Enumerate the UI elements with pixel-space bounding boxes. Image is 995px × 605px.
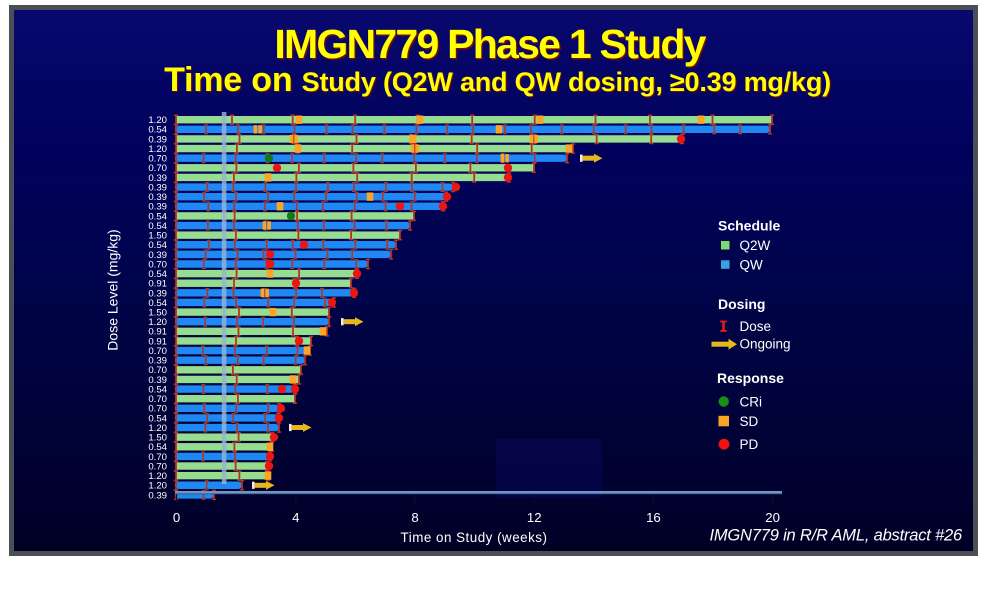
svg-text:0.70: 0.70 [148,154,167,165]
svg-text:0.39: 0.39 [148,173,167,184]
svg-text:0.39: 0.39 [148,288,167,299]
svg-text:0.54: 0.54 [148,211,167,222]
svg-text:0.91: 0.91 [148,327,167,338]
svg-text:Dosing: Dosing [718,296,765,312]
svg-text:1.20: 1.20 [148,481,167,492]
svg-text:1.50: 1.50 [148,308,167,319]
svg-text:Schedule: Schedule [718,218,780,234]
svg-text:8: 8 [411,510,418,525]
svg-text:0.39: 0.39 [148,192,167,203]
svg-text:PD: PD [740,437,759,452]
svg-text:0.54: 0.54 [148,125,167,136]
svg-text:0.54: 0.54 [148,384,167,395]
svg-text:0.39: 0.39 [148,134,167,145]
svg-text:0.70: 0.70 [148,259,167,270]
svg-text:SD: SD [740,414,759,429]
svg-text:0.70: 0.70 [148,452,167,463]
svg-text:Q2W: Q2W [740,238,771,253]
svg-text:CRi: CRi [740,395,763,410]
svg-text:0.54: 0.54 [148,413,167,424]
svg-text:0.91: 0.91 [148,336,167,347]
svg-text:0.70: 0.70 [148,461,167,472]
svg-text:1.20: 1.20 [148,115,167,126]
svg-text:0.39: 0.39 [148,202,167,213]
svg-text:0.70: 0.70 [148,346,167,357]
svg-text:0.39: 0.39 [148,356,167,367]
svg-text:Response: Response [717,370,784,386]
svg-text:0: 0 [173,510,180,525]
svg-text:16: 16 [646,510,661,525]
svg-text:QW: QW [740,257,764,272]
svg-text:0.39: 0.39 [148,490,167,501]
svg-text:1.20: 1.20 [148,471,167,482]
svg-text:0.39: 0.39 [148,182,167,193]
svg-text:Ongoing: Ongoing [740,337,791,352]
svg-text:IMGN779 in R/R AML, abstract #: IMGN779 in R/R AML, abstract #26 [709,527,963,545]
svg-text:0.54: 0.54 [148,221,167,232]
svg-text:1.20: 1.20 [148,144,167,155]
svg-text:0.70: 0.70 [148,394,167,405]
svg-text:1.20: 1.20 [148,423,167,434]
svg-text:0.39: 0.39 [148,250,167,261]
svg-text:Time on Study (weeks): Time on Study (weeks) [401,530,548,545]
svg-text:0.91: 0.91 [148,279,167,290]
svg-text:0.70: 0.70 [148,163,167,174]
svg-text:0.70: 0.70 [148,404,167,415]
svg-text:1.20: 1.20 [148,317,167,328]
svg-text:Dose: Dose [740,319,772,334]
svg-text:0.54: 0.54 [148,442,167,453]
svg-text:0.54: 0.54 [148,298,167,309]
svg-text:0.70: 0.70 [148,365,167,376]
svg-text:1.50: 1.50 [148,433,167,444]
svg-text:0.39: 0.39 [148,375,167,386]
svg-text:12: 12 [527,510,542,525]
svg-text:0.54: 0.54 [148,240,167,251]
svg-text:20: 20 [765,510,780,525]
svg-text:0.54: 0.54 [148,269,167,280]
svg-text:Dose Level (mg/kg): Dose Level (mg/kg) [105,229,121,350]
svg-text:1.50: 1.50 [148,231,167,242]
svg-text:4: 4 [292,510,299,525]
